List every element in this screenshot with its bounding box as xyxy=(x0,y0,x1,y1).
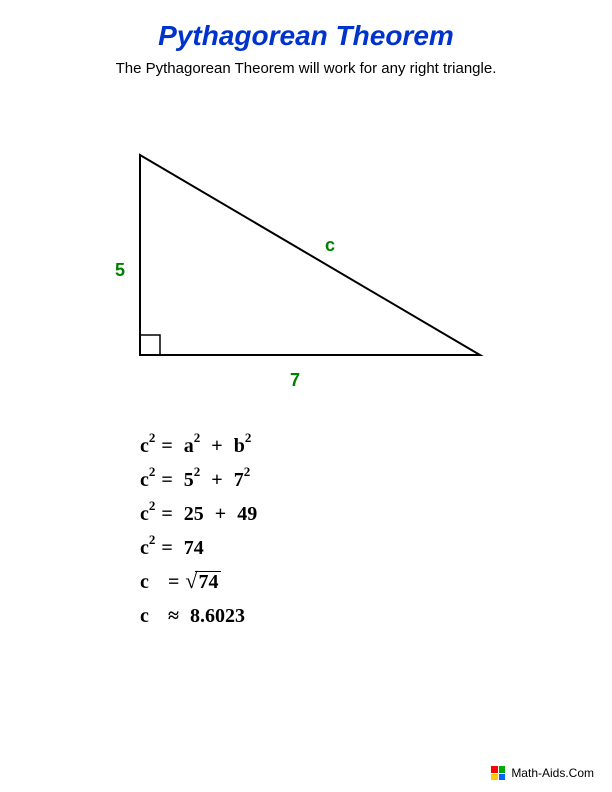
triangle-diagram: 5 7 c xyxy=(80,145,500,395)
equation-line-5: c = √74 xyxy=(140,566,257,598)
page-title: Pythagorean Theorem xyxy=(0,0,612,52)
footer-text: Math-Aids.Com xyxy=(511,766,594,780)
footer-attribution: Math-Aids.Com xyxy=(491,766,594,780)
label-side-a: 5 xyxy=(115,260,125,281)
label-hypotenuse-c: c xyxy=(325,235,335,256)
math-aids-icon xyxy=(491,766,505,780)
equation-line-2: c2 = 52 + 72 xyxy=(140,464,257,496)
triangle-svg xyxy=(80,145,500,395)
page-subtitle: The Pythagorean Theorem will work for an… xyxy=(0,52,612,77)
equation-line-4: c2 = 74 xyxy=(140,532,257,564)
equation-line-3: c2 = 25 + 49 xyxy=(140,498,257,530)
square-root-icon: √74 xyxy=(185,571,221,592)
equation-block: c2 = a2 + b2 c2 = 52 + 72 c2 = 25 + 49 c… xyxy=(140,430,257,634)
equation-line-6: c ≈ 8.6023 xyxy=(140,600,257,632)
label-side-b: 7 xyxy=(290,370,300,391)
equation-line-1: c2 = a2 + b2 xyxy=(140,430,257,462)
